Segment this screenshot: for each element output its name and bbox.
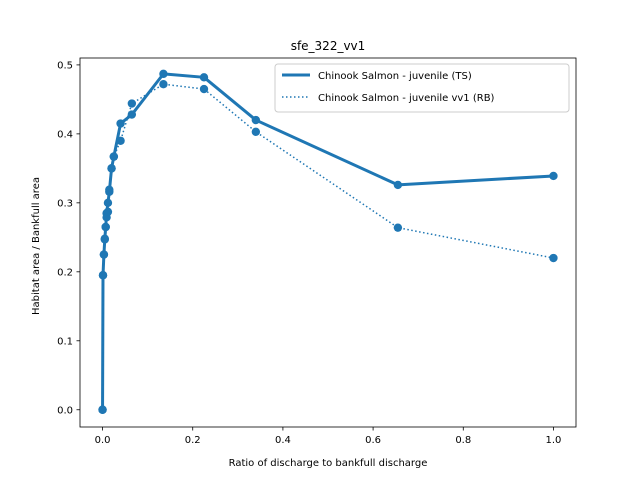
x-tick-label: 0.0 (95, 435, 111, 446)
series-2-point (159, 80, 168, 89)
y-tick-label: 0.0 (57, 405, 73, 416)
series-2-point (103, 207, 113, 217)
series-2-point (98, 405, 107, 414)
series-2-point (105, 185, 114, 194)
y-axis-label: Habitat area / Bankfull area (31, 177, 42, 315)
series-1-point (549, 171, 558, 181)
series-2-point (127, 99, 137, 108)
x-tick-label: 0.2 (185, 435, 201, 446)
series-2-point (116, 136, 125, 145)
legend-box (274, 63, 570, 113)
x-tick-label: 1.0 (546, 435, 562, 446)
series-1-point (116, 119, 125, 128)
x-tick-label: 0.8 (455, 435, 471, 446)
y-tick-label: 0.3 (57, 198, 73, 209)
series-2-point (98, 271, 108, 280)
series-2-point (101, 222, 110, 232)
series-2-point (99, 250, 109, 259)
series-1-point (393, 180, 403, 190)
series-2-point (109, 152, 119, 161)
series-1-point (103, 198, 113, 208)
x-axis-label: Ratio of discharge to bankfull discharge (229, 458, 428, 469)
axes-frame (79, 57, 577, 428)
series-2-point (100, 234, 110, 243)
series-2-point (107, 164, 116, 173)
plot-area (98, 69, 558, 414)
axes: 0.0 0.2 0.4 0.6 0.8 1.0 0.0 0.1 0.2 0.3 0.4 0.5 (57, 57, 577, 446)
series-2-point (251, 127, 261, 136)
series-2-point (393, 223, 403, 232)
x-tick-label: 0.6 (365, 435, 381, 446)
legend-label-ts: Chinook Salmon - juvenile (TS) (318, 71, 472, 82)
legend: Chinook Salmon - juvenile (TS) Chinook S… (274, 63, 570, 113)
y-tick-label: 0.1 (57, 336, 73, 347)
y-tick-label: 0.4 (57, 129, 73, 140)
y-tick-label: 0.5 (57, 60, 73, 71)
y-tick-label: 0.2 (57, 267, 73, 278)
chart-title: sfe_322_vv1 (291, 39, 366, 53)
series-1-point (159, 69, 168, 79)
legend-label-rb: Chinook Salmon - juvenile vv1 (RB) (318, 93, 495, 104)
series-2-point (549, 253, 558, 263)
series-1-point (251, 115, 261, 125)
series-1-point (127, 110, 137, 119)
series-2-point (199, 84, 209, 94)
series-1-point (199, 73, 209, 82)
x-tick-label: 0.4 (275, 435, 291, 446)
